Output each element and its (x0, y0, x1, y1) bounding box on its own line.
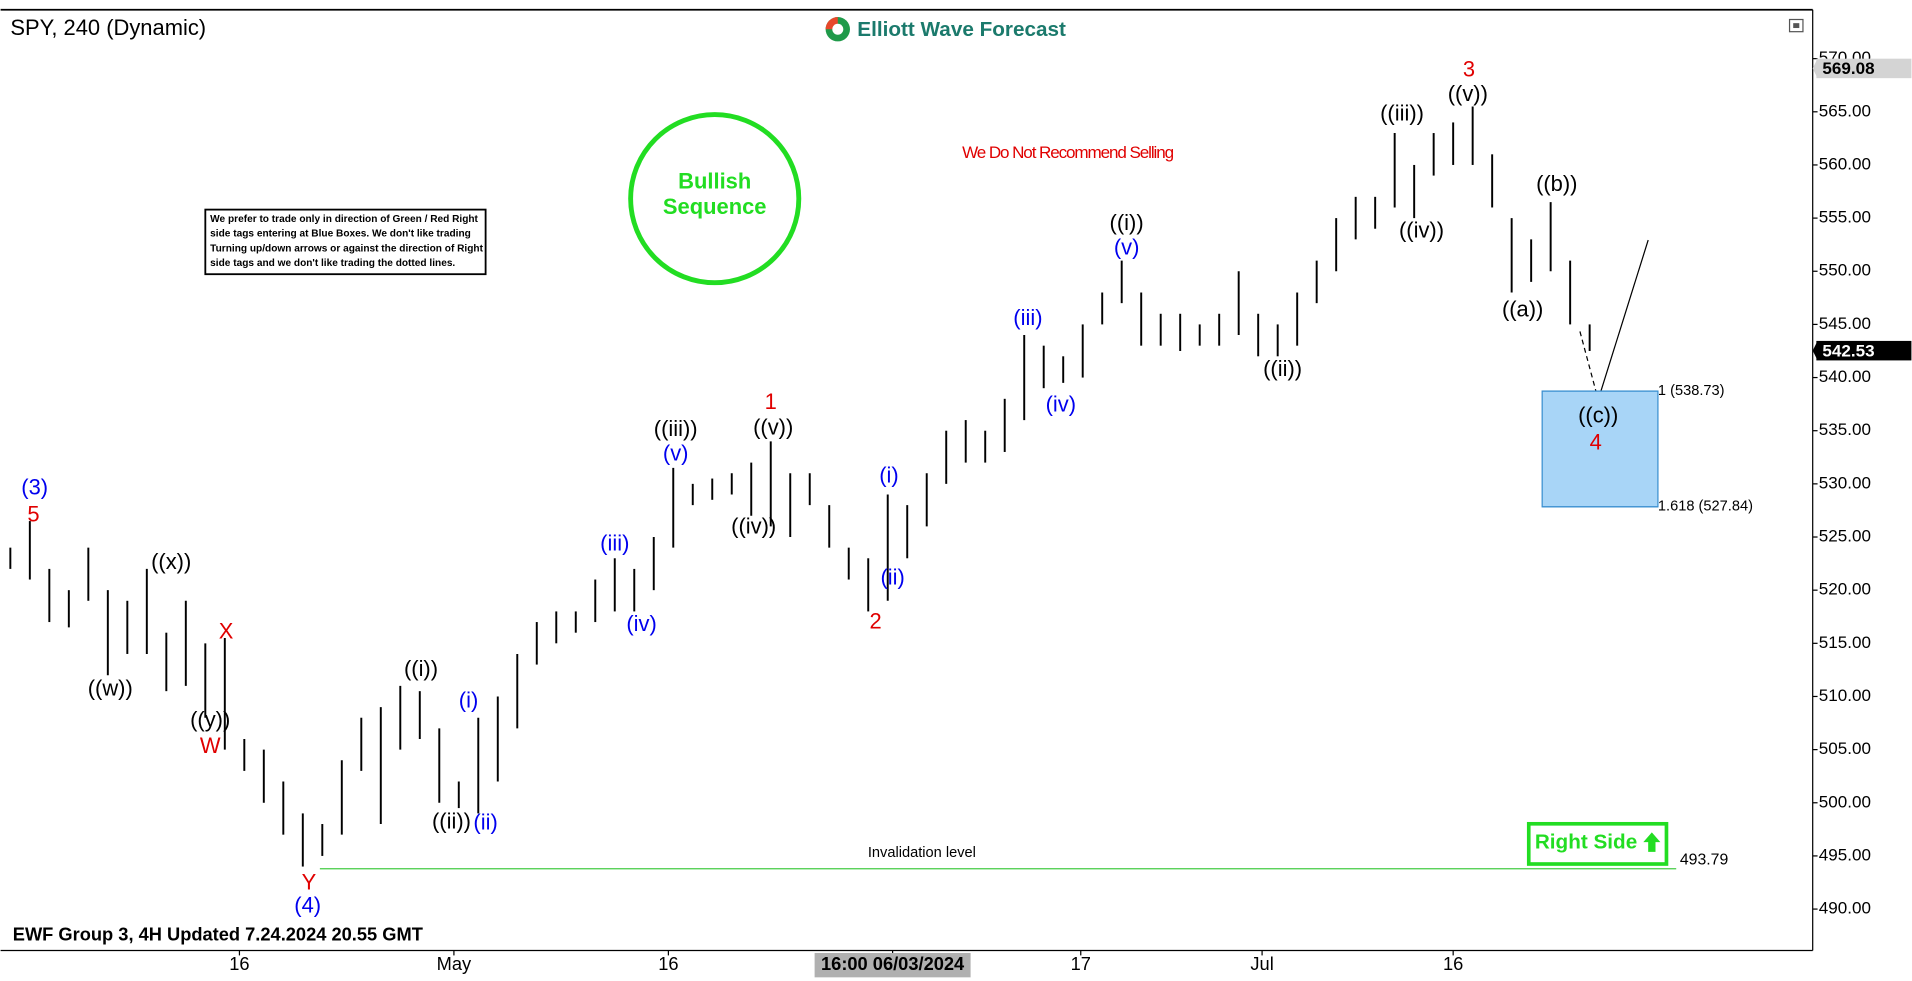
symbol-title: SPY, 240 (Dynamic) (10, 15, 206, 40)
wave-label: ((ii)) (432, 808, 471, 833)
wave-label: (iv) (1046, 392, 1076, 417)
projection-line (1597, 239, 1649, 400)
wave-label: ((iii)) (654, 416, 698, 441)
y-tick-label: 505.00 (1819, 739, 1871, 758)
wave-label: (3) (21, 474, 48, 499)
price-tag (1816, 58, 1912, 79)
y-tick-label: 490.00 (1819, 899, 1871, 918)
x-tick-label: 16:00 06/03/2024 (821, 953, 965, 974)
note-box: We prefer to trade only in direction of … (204, 208, 487, 276)
price-tag-label: 542.53 (1822, 341, 1874, 360)
x-tick-label: 16 (1443, 953, 1463, 974)
wave-label: ((iii)) (1380, 100, 1424, 125)
right-side-arrow (1643, 832, 1661, 852)
x-tick-label: May (437, 953, 472, 974)
y-tick-label: 555.00 (1819, 208, 1871, 227)
wave-label: (iii) (600, 531, 629, 556)
wave-label: (iii) (1013, 305, 1042, 330)
y-tick-label: 540.00 (1819, 367, 1871, 386)
bullish-circle (628, 112, 802, 286)
wave-label: ((c)) (1578, 403, 1618, 428)
plot-layer: 490.00 495.00 500.00 505.00 510.00 515.00 520.… (9, 48, 1912, 978)
wave-label: ((i)) (1110, 210, 1144, 235)
wave-label: 2 (869, 609, 881, 634)
x-tick-label: 17 (1071, 953, 1091, 974)
wave-label: 4 (1590, 429, 1602, 454)
wave-label: (iv) (626, 611, 656, 636)
logo-icon-center (832, 23, 844, 35)
wave-label: X (219, 618, 234, 643)
projection-dashed (1579, 331, 1599, 400)
wave-label: (4) (294, 892, 321, 917)
wave-label: 5 (27, 501, 39, 526)
x-crosshair-label-bg (814, 952, 971, 978)
wave-label: ((b)) (1536, 171, 1577, 196)
wave-label: Y (302, 869, 317, 894)
wave-label: ((iv)) (1399, 217, 1444, 242)
price-tag-label: 569.08 (1822, 59, 1874, 78)
x-tick-label: Jul (1250, 953, 1273, 974)
y-tick-label: 525.00 (1819, 527, 1871, 546)
y-tick-label: 515.00 (1819, 633, 1871, 652)
wave-label: (i) (879, 462, 898, 487)
y-tick-label: 520.00 (1819, 580, 1871, 599)
y-tick-label: 535.00 (1819, 420, 1871, 439)
note-line: We prefer to trade only in direction of … (210, 214, 478, 225)
price-tag (1816, 340, 1912, 361)
wave-label: ((x)) (151, 549, 191, 574)
bullish-text: Sequence (663, 194, 767, 219)
x-tick-label: 16 (658, 953, 678, 974)
wave-label: (ii) (473, 810, 497, 835)
wave-label: ((a)) (1502, 297, 1543, 322)
note-line: side tags and we don't like trading the … (210, 258, 455, 269)
note-line: side tags entering at Blue Boxes. We don… (210, 229, 471, 240)
bullish-text: Bullish (678, 169, 751, 194)
wave-label: ((ii)) (1263, 356, 1302, 381)
y-tick-label: 545.00 (1819, 314, 1871, 333)
wave-label: (i) (459, 688, 478, 713)
wave-label: ((iv)) (731, 513, 776, 538)
right-side-badge: Right Side (1526, 821, 1669, 866)
wave-label: (v) (663, 440, 689, 465)
fib-label: 1 (538.73) (1658, 383, 1725, 399)
y-tick-label: 530.00 (1819, 473, 1871, 492)
wave-label: 3 (1463, 56, 1475, 81)
price-tag-pointer (1812, 58, 1818, 79)
note-line: Turning up/down arrows or against the di… (210, 243, 483, 254)
window-icon[interactable] (1788, 18, 1804, 33)
y-tick-label: 565.00 (1819, 101, 1871, 120)
wave-label: (ii) (880, 565, 904, 590)
wave-label: (v) (1114, 234, 1140, 259)
wave-label: ((w)) (88, 676, 133, 701)
y-tick-label: 510.00 (1819, 686, 1871, 705)
footer-text: EWF Group 3, 4H Updated 7.24.2024 20.55 … (13, 924, 423, 945)
logo-text: Elliott Wave Forecast (857, 18, 1066, 41)
y-tick-label: 560.00 (1819, 154, 1871, 173)
wave-label: 1 (765, 389, 777, 414)
wave-label: W (200, 733, 221, 758)
fib-label: 1.618 (527.84) (1658, 499, 1753, 515)
target-box (1541, 390, 1659, 508)
y-tick-label: 500.00 (1819, 792, 1871, 811)
price-tag-pointer (1812, 340, 1818, 361)
y-tick-label: 495.00 (1819, 845, 1871, 864)
right-side-text: Right Side (1535, 831, 1637, 854)
invalidation-value: 493.79 (1680, 851, 1729, 868)
notice-text: We Do Not Recommend Selling (962, 143, 1174, 162)
x-tick-label: 16 (229, 953, 249, 974)
y-tick-label: 550.00 (1819, 261, 1871, 280)
wave-label: ((v)) (1448, 81, 1488, 106)
invalidation-label: Invalidation level (868, 845, 976, 861)
wave-label: ((y)) (190, 707, 230, 732)
wave-label: ((i)) (404, 656, 438, 681)
bullish-badge: Bullish Sequence (628, 112, 802, 286)
note-frame (204, 208, 487, 276)
logo: Elliott Wave Forecast (825, 17, 1066, 42)
right-side-frame (1526, 821, 1669, 866)
wave-label: ((v)) (753, 415, 793, 440)
window-icon-inner (1793, 23, 1800, 29)
